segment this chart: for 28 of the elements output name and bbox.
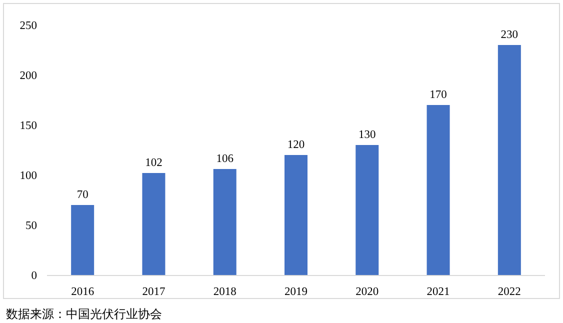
bar [213, 169, 236, 275]
y-tick-label: 100 [20, 170, 38, 182]
bar [426, 105, 450, 275]
x-tick-label: 2016 [71, 286, 94, 298]
data-label: 102 [145, 157, 163, 169]
x-tick-label: 2020 [356, 286, 379, 298]
source-note: 数据来源：中国光伏行业协会 [6, 307, 162, 321]
x-tick-label: 2019 [284, 286, 308, 298]
data-label: 120 [287, 139, 305, 151]
data-label: 230 [500, 29, 518, 41]
x-tick-label: 2021 [426, 286, 450, 298]
bar [71, 205, 94, 275]
data-label: 70 [76, 189, 89, 201]
bar [356, 145, 379, 275]
y-tick-label: 150 [20, 120, 38, 132]
data-label: 130 [358, 129, 376, 141]
x-tick-label: 2022 [498, 286, 522, 298]
data-label: 106 [216, 153, 234, 165]
y-tick-label: 250 [20, 20, 38, 32]
bar [284, 155, 308, 275]
data-label: 170 [430, 89, 448, 101]
bar [498, 45, 521, 275]
y-tick-label: 50 [26, 220, 38, 232]
bar [142, 173, 166, 275]
x-tick-label: 2018 [213, 286, 237, 298]
y-tick-label: 200 [20, 70, 38, 82]
y-tick-label: 0 [31, 270, 38, 282]
x-tick-label: 2017 [142, 286, 166, 298]
